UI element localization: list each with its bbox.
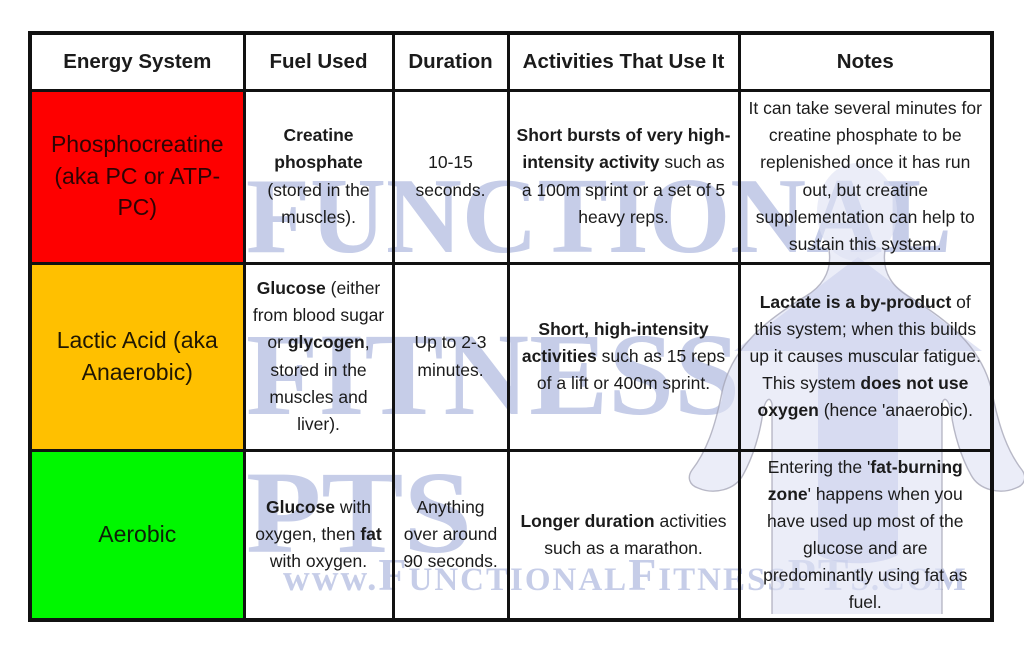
- system-name-cell: Aerobic: [28, 448, 246, 622]
- header-row: Energy System Fuel Used Duration Activit…: [28, 31, 994, 92]
- row-phosphocreatine: Phosphocreatine (aka PC or ATP-PC) Creat…: [28, 88, 994, 265]
- fuel-used-cell: Glucose with oxygen, then fat with oxyge…: [242, 448, 395, 622]
- fuel-used-cell: Creatine phosphate (stored in the muscle…: [242, 88, 395, 265]
- column-header-duration: Duration: [391, 31, 510, 92]
- duration-cell: 10-15 seconds.: [391, 88, 510, 265]
- column-header-fuel-used: Fuel Used: [242, 31, 395, 92]
- column-header-activities: Activities That Use It: [506, 31, 741, 92]
- notes-cell: Lactate is a by-product of this system; …: [737, 261, 994, 452]
- column-header-energy-system: Energy System: [28, 31, 246, 92]
- activities-cell: Short bursts of very high-intensity acti…: [506, 88, 741, 265]
- system-name-cell: Lactic Acid (aka Anaerobic): [28, 261, 246, 452]
- activities-cell: Longer duration activities such as a mar…: [506, 448, 741, 622]
- activities-cell: Short, high-intensity activities such as…: [506, 261, 741, 452]
- column-header-notes: Notes: [737, 31, 994, 92]
- notes-cell: It can take several minutes for creatine…: [737, 88, 994, 265]
- notes-cell: Entering the 'fat-burning zone' happens …: [737, 448, 994, 622]
- row-lactic-acid: Lactic Acid (aka Anaerobic) Glucose (eit…: [28, 261, 994, 452]
- system-name-cell: Phosphocreatine (aka PC or ATP-PC): [28, 88, 246, 265]
- duration-cell: Up to 2-3 minutes.: [391, 261, 510, 452]
- fuel-used-cell: Glucose (either from blood sugar or glyc…: [242, 261, 395, 452]
- duration-cell: Anything over around 90 seconds.: [391, 448, 510, 622]
- energy-systems-table: Energy System Fuel Used Duration Activit…: [28, 31, 994, 623]
- row-aerobic: Aerobic Glucose with oxygen, then fat wi…: [28, 448, 994, 622]
